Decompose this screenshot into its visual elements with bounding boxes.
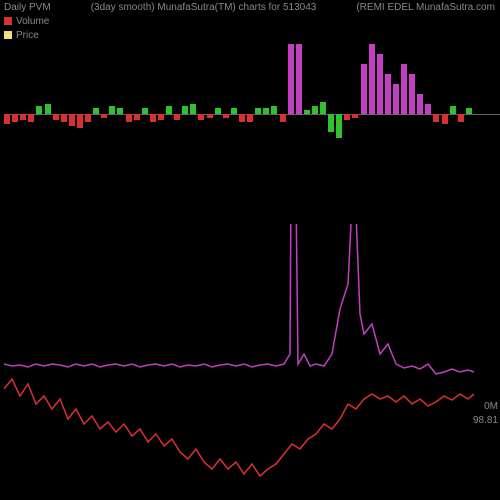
volume-bar (352, 114, 358, 118)
price-line-magenta_line (4, 224, 474, 374)
legend-label-volume: Volume (16, 16, 49, 27)
volume-bar (466, 108, 472, 114)
volume-bar (409, 74, 415, 114)
price-lines (4, 224, 474, 496)
volume-bar (288, 44, 294, 114)
volume-bar (117, 108, 123, 114)
volume-bar (109, 106, 115, 114)
legend-item-volume: Volume (4, 14, 49, 28)
legend-item-price: Price (4, 28, 49, 42)
label-zero: 0M (473, 400, 498, 414)
volume-bar (36, 106, 42, 114)
volume-bar (417, 94, 423, 114)
volume-bar (442, 114, 448, 124)
volume-bar (433, 114, 439, 122)
price-line-red_line (4, 379, 474, 476)
volume-bar (53, 114, 59, 120)
volume-bar (361, 64, 367, 114)
volume-bar (126, 114, 132, 122)
volume-bar (190, 104, 196, 114)
chart-area (4, 44, 474, 496)
volume-bar (69, 114, 75, 126)
volume-bar (93, 108, 99, 114)
chart-ticker: (REMI EDEL MunafaSutra.com (356, 2, 495, 13)
volume-bars (4, 44, 474, 184)
volume-bar (271, 106, 277, 114)
volume-bar (344, 114, 350, 120)
chart-subtitle: (3day smooth) MunafaSutra(TM) charts for… (91, 2, 317, 13)
volume-bar (320, 102, 326, 114)
volume-bar (101, 114, 107, 118)
volume-bar (4, 114, 10, 124)
volume-bar (304, 110, 310, 114)
volume-bar (450, 106, 456, 114)
volume-bar (239, 114, 245, 122)
volume-bar (401, 64, 407, 114)
legend-label-price: Price (16, 30, 39, 41)
volume-bar (28, 114, 34, 122)
volume-bar (207, 114, 213, 118)
volume-bar (263, 108, 269, 114)
label-price: 98.81 (473, 414, 498, 428)
volume-bar (255, 108, 261, 114)
volume-bar (150, 114, 156, 122)
volume-bar (231, 108, 237, 114)
volume-bar (312, 106, 318, 114)
volume-bar (20, 114, 26, 120)
volume-bar (247, 114, 253, 122)
volume-bar (85, 114, 91, 122)
price-panel (4, 224, 474, 496)
volume-bar (61, 114, 67, 122)
axis-labels: 0M 98.81 (473, 400, 498, 428)
volume-bar (385, 74, 391, 114)
volume-bar (174, 114, 180, 120)
volume-bar (377, 54, 383, 114)
volume-bar (280, 114, 286, 122)
volume-bar (77, 114, 83, 128)
chart-title: Daily PVM (4, 2, 51, 13)
volume-bar (158, 114, 164, 120)
volume-bar (296, 44, 302, 114)
volume-bar (215, 108, 221, 114)
volume-bar (425, 104, 431, 114)
volume-bar (45, 104, 51, 114)
volume-panel (4, 44, 474, 184)
legend: Volume Price (4, 14, 49, 42)
chart-header: Daily PVM (3day smooth) MunafaSutra(TM) … (0, 0, 500, 14)
volume-bar (328, 114, 334, 132)
volume-bar (142, 108, 148, 114)
volume-bar (12, 114, 18, 122)
volume-bar (198, 114, 204, 120)
volume-bar (458, 114, 464, 122)
volume-bar (223, 114, 229, 118)
legend-swatch-price (4, 31, 12, 39)
legend-swatch-volume (4, 17, 12, 25)
volume-bar (336, 114, 342, 138)
volume-bar (182, 106, 188, 114)
volume-bar (166, 106, 172, 114)
volume-bar (393, 84, 399, 114)
volume-bar (369, 44, 375, 114)
volume-bar (134, 114, 140, 120)
